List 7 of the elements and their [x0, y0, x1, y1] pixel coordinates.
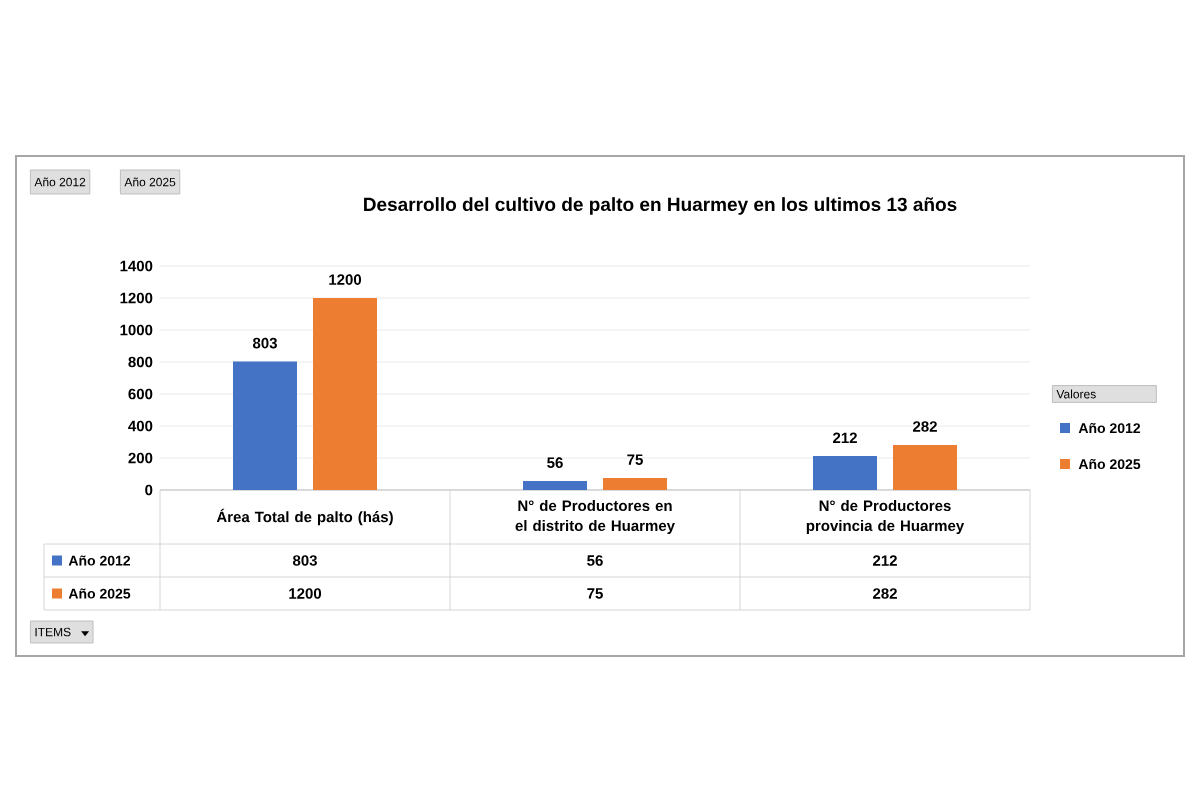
chart-title: Desarrollo del cultivo de palto en Huarmey en los ultimos 13 años — [364, 197, 957, 215]
bar — [893, 444, 958, 490]
bar — [813, 456, 878, 490]
bar — [313, 298, 377, 490]
bar — [523, 481, 587, 490]
bar — [233, 361, 297, 490]
bar — [603, 478, 668, 490]
